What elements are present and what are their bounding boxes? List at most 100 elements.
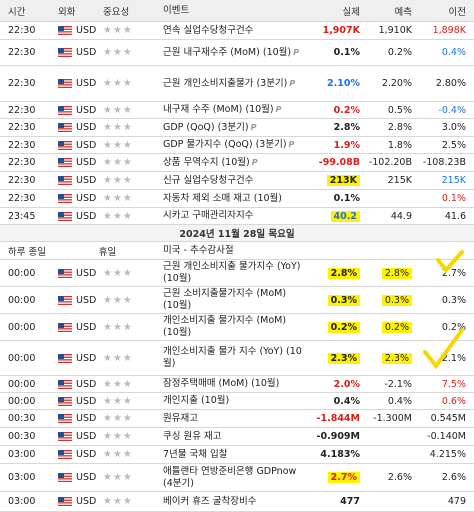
previous: -0.4% <box>438 104 466 116</box>
currency: USD <box>55 122 100 133</box>
flag-icon <box>58 268 72 278</box>
time: 00:00 <box>8 267 36 279</box>
importance: ★★★ <box>100 379 160 390</box>
time: 00:00 <box>8 395 36 407</box>
previous: 215K <box>441 175 466 186</box>
table-row: 00:00 USD ★★★ 개인소비지출 물가지수 (MoM) (10월) 0.2% 0.… <box>0 314 474 341</box>
table-row: 00:00 USD ★★★ 개인소비지출 물가 지수 (YoY) (10월) 2.3% 2… <box>0 341 474 376</box>
event-name: GDP 물가지수 (QoQ) (3분기) <box>163 139 287 150</box>
time: 22:30 <box>8 25 36 36</box>
actual: 0.3% <box>327 294 360 306</box>
actual: 1,907K <box>322 25 360 36</box>
importance: ★★★ <box>100 472 160 483</box>
time: 22:30 <box>8 104 36 116</box>
stars: ★★★ <box>103 210 133 222</box>
actual: 2.10% <box>327 78 360 89</box>
forecast-cell: -2.1% <box>363 379 415 390</box>
actual: 2.8% <box>333 122 360 133</box>
forecast-cell: 1.8% <box>363 140 415 151</box>
previous-cell: 0.6% <box>415 396 474 407</box>
currency-code: USD <box>76 378 97 390</box>
previous: 7.5% <box>441 378 466 390</box>
currency-code: USD <box>76 210 97 222</box>
importance: ★★★ <box>100 396 160 407</box>
forecast: -2.1% <box>384 378 412 390</box>
forecast: 2.3% <box>381 352 412 364</box>
column-header: 시간 <box>8 6 26 18</box>
previous: 0.2% <box>441 321 466 333</box>
currency-code: USD <box>76 413 97 424</box>
event: 개인소비지출 물가 지수 (YoY) (10월) <box>160 346 305 370</box>
forecast-cell: 0.4% <box>363 396 415 407</box>
actual: 477 <box>340 496 360 507</box>
event: 원유재고 <box>160 413 305 425</box>
currency: USD <box>55 413 100 424</box>
previous-cell: 1,898K <box>415 25 474 36</box>
time: 22:30 <box>8 157 36 168</box>
actual-cell: 2.3% <box>305 352 363 364</box>
currency: USD <box>55 431 100 442</box>
forecast: 2.8% <box>387 122 412 133</box>
table-row: 22:30 USD ★★★ 근원 내구재수주 (MoM) (10월) P 0.1% 0.2%… <box>0 40 474 66</box>
currency: USD <box>55 472 100 483</box>
currency: USD <box>55 379 100 390</box>
flag-icon <box>58 176 72 185</box>
time: 00:30 <box>8 413 36 424</box>
table-row: 03:00 USD ★★★ 애틀랜타 연방준비은행 GDPnow (4분기) 2.7% 2… <box>0 464 474 492</box>
forecast-cell: 2.20% <box>363 78 415 89</box>
event-name: 시카고 구매관리자지수 <box>163 210 254 221</box>
table-row: 22:30 USD ★★★ 자동차 제외 소매 재고 (10월) 0.1% 0.1% <box>0 190 474 208</box>
actual: 0.1% <box>333 193 360 204</box>
stars: ★★★ <box>103 157 133 168</box>
forecast: 0.2% <box>387 47 412 58</box>
column-header: 중요성 <box>103 6 130 18</box>
currency-code: USD <box>76 267 97 279</box>
flag-icon <box>58 450 72 459</box>
stars: ★★★ <box>103 193 133 204</box>
forecast-cell: 2.3% <box>363 352 415 364</box>
currency-code: USD <box>76 193 97 204</box>
stars: ★★★ <box>103 321 133 333</box>
currency-code: USD <box>76 472 97 483</box>
importance: ★★★ <box>100 413 160 424</box>
forecast-cell: -1.300M <box>363 413 415 424</box>
table-row: 22:30 USD ★★★ 상품 무역수지 (10월) P -99.08B -102.20B… <box>0 154 474 172</box>
event-name: 개인소비지출 물가 지수 (YoY) (10월) <box>163 346 302 369</box>
previous: 2.5% <box>441 139 466 151</box>
currency-code: USD <box>76 122 97 133</box>
event-name: 근원 소비지출물가지수 (MoM) (10월) <box>163 288 287 311</box>
table-row: 22:30 USD ★★★ 내구재 수주 (MoM) (10월) P 0.2% 0.5% -0… <box>0 102 474 119</box>
previous: -108.23B <box>422 157 466 168</box>
event-name: 신규 실업수당청구건수 <box>163 174 254 186</box>
event-name: 7년물 국채 입찰 <box>163 448 228 460</box>
previous: 0.3% <box>441 294 466 306</box>
actual-cell: 213K <box>305 175 363 186</box>
event-name: 쿠싱 원유 재고 <box>163 430 222 442</box>
flag-icon <box>58 26 72 35</box>
preliminary-icon: P <box>250 122 257 132</box>
flag-icon <box>58 79 72 88</box>
previous: 0.1% <box>441 193 466 204</box>
actual-cell: -0.909M <box>305 431 363 442</box>
stars: ★★★ <box>103 413 133 424</box>
event: 신규 실업수당청구건수 <box>160 175 305 187</box>
stars: ★★★ <box>103 25 133 36</box>
importance: ★★★ <box>100 496 160 507</box>
previous-cell: 2.80% <box>415 78 474 89</box>
currency-code: USD <box>76 496 97 507</box>
actual-cell: 477 <box>305 496 363 507</box>
event: 근원 소비지출물가지수 (MoM) (10월) <box>160 288 305 312</box>
stars: ★★★ <box>103 175 133 186</box>
stars: ★★★ <box>103 267 133 279</box>
previous-cell: -0.140M <box>415 431 474 442</box>
event-name: 개인소비지출 물가지수 (MoM) (10월) <box>163 315 287 338</box>
column-header: 예측 <box>394 6 412 18</box>
event: 개인지출 (10월) <box>160 395 305 407</box>
previous: 2.80% <box>435 78 466 89</box>
currency: USD <box>55 47 100 58</box>
event: 연속 실업수당청구건수 <box>160 25 305 37</box>
actual-cell: 0.2% <box>305 105 363 116</box>
actual: 2.3% <box>327 352 360 364</box>
